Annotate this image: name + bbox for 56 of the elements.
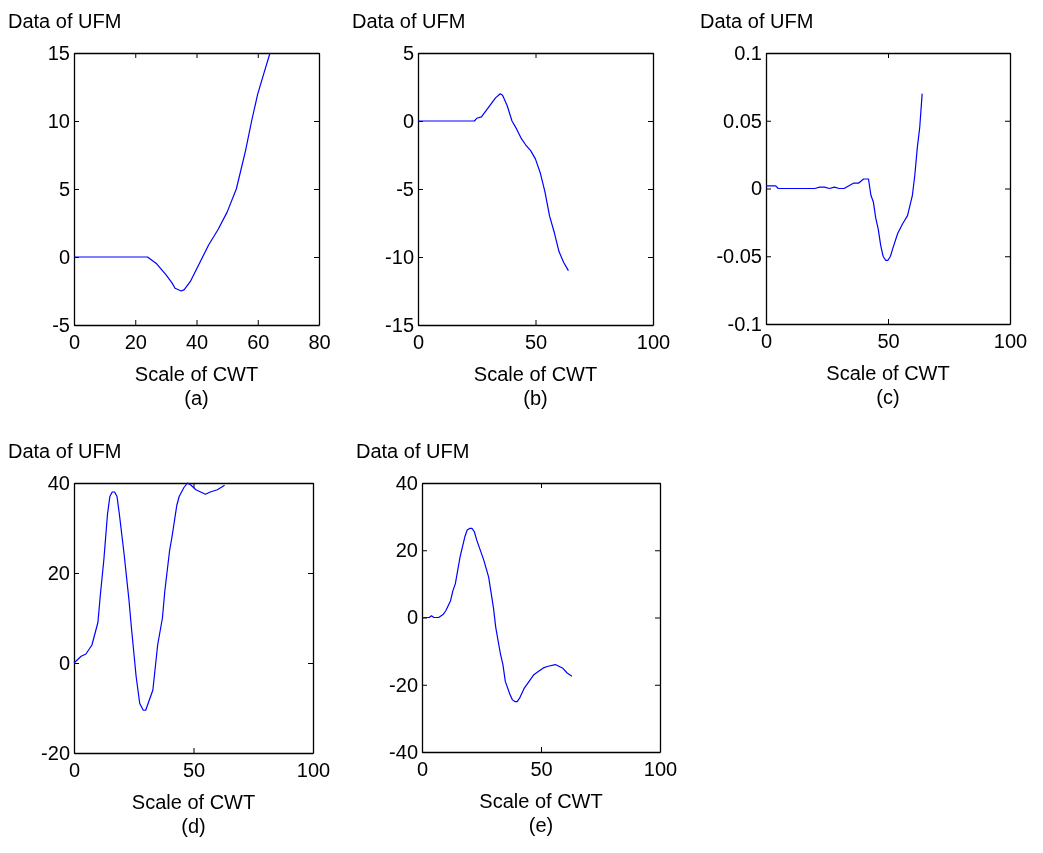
- text: (e): [528, 814, 554, 836]
- y-tick-label: 40: [47, 471, 70, 494]
- y-tick-label: -0.1: [727, 312, 762, 335]
- text: (b): [523, 387, 548, 409]
- y-axis-title: Data of UFM: [352, 10, 466, 32]
- y-tick-label: 20: [47, 561, 70, 584]
- x-tick-label: 100: [643, 758, 678, 780]
- x-tick-label: 50: [524, 331, 548, 353]
- y-tick-label: -40: [389, 740, 418, 763]
- x-tick-label: 60: [247, 331, 270, 353]
- x-tick-label: 100: [296, 759, 331, 781]
- line-series: [73, 482, 226, 711]
- x-axis-title: Scale of CWT: [479, 790, 603, 812]
- x-axis-title: Scale of CWT: [134, 363, 259, 385]
- x-axis-title: Scale of CWT: [473, 363, 598, 385]
- x-tick-label: 50: [877, 330, 900, 352]
- x-tick-label: 40: [185, 331, 209, 353]
- y-axis-title: Data of UFM: [8, 10, 122, 32]
- y-tick-label: -20: [41, 741, 70, 764]
- x-axis-title: Scale of CWT: [131, 791, 256, 813]
- y-tick-label: 0.1: [734, 41, 762, 64]
- x-tick-label: 20: [124, 331, 147, 353]
- y-axis-title: Data of UFM: [700, 10, 814, 32]
- line-series: [73, 52, 271, 292]
- y-tick-label: 0: [58, 651, 70, 674]
- x-tick-label: 100: [636, 331, 671, 353]
- y-tick-label: -0.05: [716, 245, 762, 268]
- y-tick-label: 0: [406, 606, 418, 629]
- y-axis-title: Data of UFM: [356, 440, 470, 462]
- x-axis-title: Scale of CWT: [826, 362, 950, 384]
- y-tick-label: -20: [389, 673, 418, 696]
- y-axis-title: Data of UFM: [8, 440, 122, 462]
- y-tick-label: 0: [402, 109, 414, 132]
- line-series: [417, 93, 569, 272]
- line-series: [421, 527, 573, 703]
- text: (c): [876, 386, 900, 408]
- line-series: [765, 93, 923, 261]
- x-tick-label: 50: [530, 758, 553, 780]
- x-tick-label: 100: [993, 330, 1028, 352]
- y-tick-label: -10: [385, 245, 414, 268]
- y-tick-label: -5: [52, 313, 70, 336]
- y-tick-label: 20: [395, 539, 418, 562]
- y-tick-label: 0: [58, 245, 70, 268]
- y-tick-label: -5: [396, 177, 414, 200]
- y-tick-label: 40: [395, 471, 418, 494]
- y-tick-label: 0: [750, 177, 762, 200]
- x-tick-label: 50: [182, 759, 206, 781]
- y-tick-label: 5: [58, 177, 70, 200]
- text: (a): [184, 387, 209, 409]
- y-tick-label: 10: [47, 109, 70, 132]
- y-tick-label: 0.05: [723, 109, 762, 132]
- text: (d): [181, 815, 206, 837]
- y-tick-label: 5: [402, 41, 414, 64]
- x-tick-label: 80: [308, 331, 331, 353]
- y-tick-label: 15: [47, 41, 70, 64]
- y-tick-label: -15: [385, 313, 414, 336]
